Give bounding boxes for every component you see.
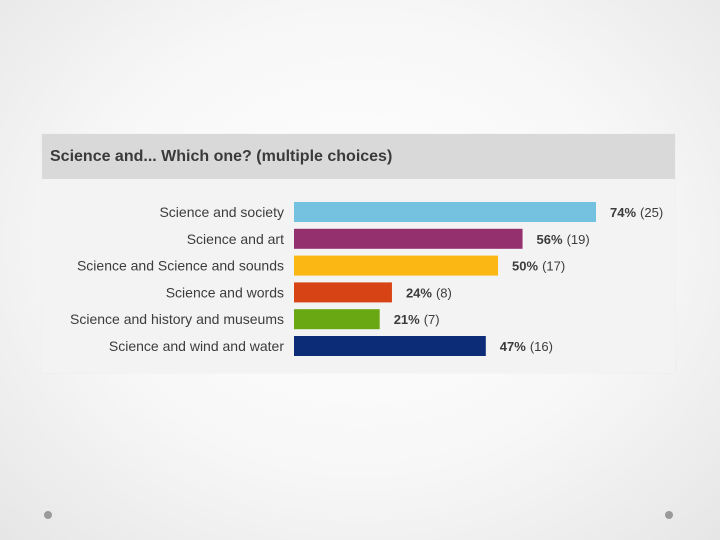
value-label: 74% (25) bbox=[610, 205, 663, 220]
category-label: Science and Science and sounds bbox=[77, 258, 284, 274]
category-label: Science and history and museums bbox=[70, 311, 284, 327]
bar bbox=[294, 255, 499, 276]
value-count: (25) bbox=[640, 205, 663, 220]
value-label: 24% (8) bbox=[406, 285, 452, 300]
value-label: 21% (7) bbox=[394, 312, 440, 327]
value-percent: 56% bbox=[537, 232, 563, 247]
value-label: 50% (17) bbox=[512, 259, 565, 274]
value-percent: 74% bbox=[610, 205, 636, 220]
value-count: (7) bbox=[424, 312, 440, 327]
value-percent: 47% bbox=[500, 339, 526, 354]
value-count: (16) bbox=[530, 339, 553, 354]
value-percent: 21% bbox=[394, 312, 420, 327]
category-label: Science and wind and water bbox=[109, 338, 284, 354]
value-count: (19) bbox=[567, 232, 590, 247]
chart-title: Science and... Which one? (multiple choi… bbox=[50, 147, 393, 165]
bar bbox=[294, 282, 392, 303]
bar bbox=[294, 336, 486, 356]
value-label: 47% (16) bbox=[500, 339, 553, 354]
category-label: Science and words bbox=[166, 284, 284, 300]
chart-panel: Science and... Which one? (multiple choi… bbox=[42, 134, 675, 373]
bar bbox=[294, 309, 380, 330]
value-percent: 50% bbox=[512, 259, 538, 274]
bar bbox=[294, 228, 523, 249]
value-count: (8) bbox=[436, 285, 452, 300]
value-percent: 24% bbox=[406, 285, 432, 300]
value-label: 56% (19) bbox=[537, 232, 590, 247]
category-label: Science and society bbox=[159, 204, 284, 220]
bar bbox=[294, 202, 596, 222]
value-count: (17) bbox=[542, 259, 565, 274]
category-label: Science and art bbox=[187, 231, 284, 247]
slide-bullet-right bbox=[665, 511, 673, 519]
bar-chart: Science and society 74% (25) Science and ar… bbox=[70, 202, 663, 356]
chart-header: Science and... Which one? (multiple choi… bbox=[42, 134, 675, 179]
slide-bullet-left bbox=[44, 511, 52, 519]
